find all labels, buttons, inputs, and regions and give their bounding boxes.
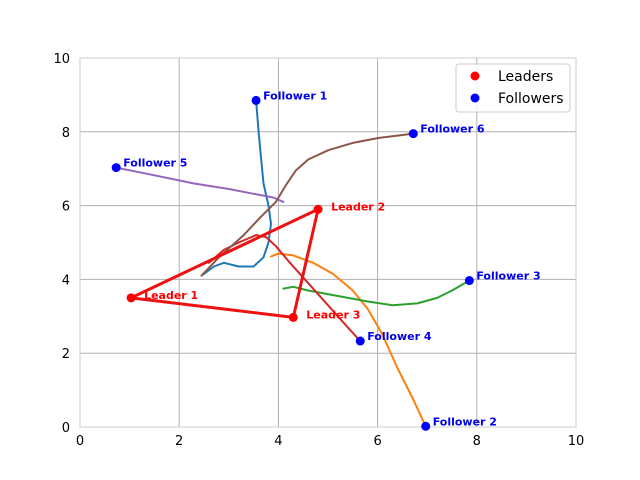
leader-edge: [129, 207, 320, 300]
leader-1-label: Leader 1: [144, 289, 198, 302]
y-tick-label: 10: [53, 52, 70, 67]
x-tick-label: 0: [76, 434, 84, 449]
x-tick-label: 10: [568, 434, 585, 449]
follower-4-trajectory: [208, 234, 362, 342]
leader-1-point: [126, 293, 136, 303]
leader-2-point: [313, 204, 323, 214]
follower-1-label: Follower 1: [263, 89, 327, 102]
leader-2-label: Leader 2: [331, 200, 385, 213]
follower-5-point: [111, 163, 121, 173]
leader-edges: [129, 207, 320, 319]
follower-3-trajectory: [282, 279, 471, 307]
follower-2-trajectory: [270, 252, 427, 428]
x-tick-label: 2: [175, 434, 183, 449]
y-axis-ticks: 0 2 4 6 8 10: [53, 52, 70, 436]
x-tick-label: 6: [373, 434, 381, 449]
legend-label-followers: Followers: [498, 91, 564, 107]
follower-2-point: [421, 421, 431, 431]
follower-1-point: [251, 95, 261, 105]
y-tick-label: 2: [62, 347, 70, 362]
x-tick-label: 8: [473, 434, 481, 449]
y-tick-label: 6: [62, 200, 70, 215]
plot-frame: [79, 57, 577, 428]
x-tick-label: 4: [274, 434, 282, 449]
legend-label-leaders: Leaders: [498, 69, 553, 85]
follower-3-label: Follower 3: [476, 270, 540, 283]
follower-trajectories: [115, 99, 471, 428]
y-tick-label: 8: [62, 126, 70, 141]
grid: [80, 58, 576, 427]
y-tick-label: 0: [62, 421, 70, 436]
follower-2-label: Follower 2: [433, 415, 497, 428]
legend-marker-followers: [470, 93, 480, 103]
legend: Leaders Followers: [455, 63, 571, 113]
legend-marker-leaders: [470, 71, 480, 81]
leader-3-point: [288, 312, 298, 322]
point-labels: Leader 1 Leader 2 Leader 3 Follower 1 Follow…: [123, 89, 540, 428]
x-axis-ticks: 0 2 4 6 8 10: [76, 434, 584, 449]
leader-edge: [291, 207, 320, 319]
follower-1-trajectory: [201, 99, 272, 276]
leader-edge: [129, 296, 295, 319]
follower-4-label: Follower 4: [367, 330, 432, 343]
follower-3-point: [464, 276, 474, 286]
follower-5-label: Follower 5: [123, 157, 187, 170]
data-points: [111, 95, 474, 431]
follower-6-label: Follower 6: [420, 123, 485, 136]
follower-4-point: [355, 336, 365, 346]
y-tick-label: 4: [62, 273, 70, 288]
follower-5-trajectory: [115, 166, 285, 203]
follower-6-point: [408, 129, 418, 139]
legend-box: [455, 63, 571, 113]
leader-3-label: Leader 3: [306, 308, 360, 321]
follower-6-trajectory: [200, 132, 415, 277]
